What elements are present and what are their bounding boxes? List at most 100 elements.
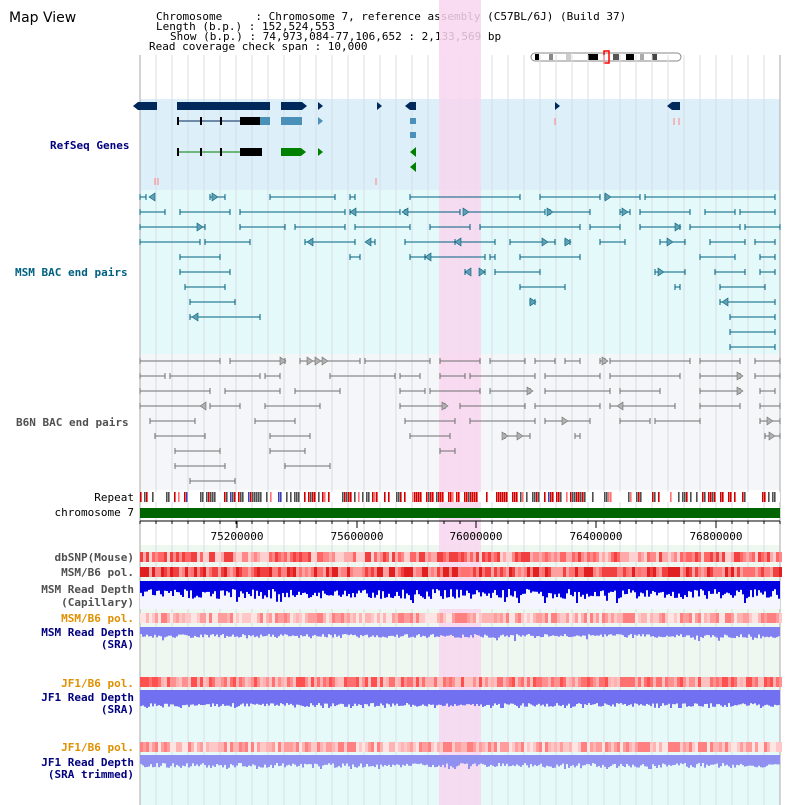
heat-cell bbox=[674, 552, 677, 562]
capillary-depth-bar bbox=[644, 581, 646, 597]
msm-sra-depth-bar bbox=[156, 627, 158, 638]
heat-cell bbox=[641, 677, 644, 687]
heat-cell bbox=[542, 677, 545, 687]
heat-cell bbox=[353, 552, 356, 562]
msm-sra-depth-bar bbox=[294, 627, 296, 637]
jf1-trimmed-depth-bar bbox=[766, 755, 768, 766]
repeat-element bbox=[144, 492, 146, 502]
heat-cell bbox=[497, 742, 500, 752]
heat-cell bbox=[755, 552, 758, 562]
heat-cell bbox=[629, 742, 632, 752]
view-title: Map View bbox=[9, 10, 77, 26]
jf1-trimmed-depth-bar bbox=[560, 755, 562, 766]
heat-cell bbox=[347, 677, 350, 687]
jf1-trimmed-depth-bar bbox=[358, 755, 360, 767]
jf1-sra-depth-bar bbox=[358, 690, 360, 705]
heat-cell bbox=[170, 677, 173, 687]
msm-sra-depth-bar bbox=[240, 627, 242, 637]
repeat-element bbox=[498, 492, 500, 502]
capillary-depth-bar bbox=[718, 581, 720, 592]
heat-cell bbox=[203, 567, 206, 577]
heat-cell bbox=[674, 613, 677, 623]
jf1-sra-depth-bar bbox=[198, 690, 200, 705]
jf1-trimmed-depth-bar bbox=[206, 755, 208, 768]
heat-cell bbox=[407, 552, 410, 562]
repeat-element bbox=[310, 492, 312, 502]
capillary-depth-bar bbox=[560, 581, 562, 598]
heat-cell bbox=[728, 567, 731, 577]
jf1-trimmed-depth-bar bbox=[588, 755, 590, 765]
heat-cell bbox=[650, 567, 653, 577]
heat-cell bbox=[635, 552, 638, 562]
heat-cell bbox=[776, 677, 779, 687]
heat-cell bbox=[689, 742, 692, 752]
msm-sra-depth-bar bbox=[154, 627, 156, 635]
jf1-trimmed-depth-bar bbox=[650, 755, 652, 769]
jf1-sra-depth-bar bbox=[260, 690, 262, 705]
heat-cell bbox=[563, 552, 566, 562]
jf1-sra-depth-bar bbox=[506, 690, 508, 705]
repeat-element bbox=[504, 492, 506, 502]
jf1-sra-depth-bar bbox=[738, 690, 740, 705]
jf1-trimmed-depth-bar bbox=[648, 755, 650, 769]
heat-cell bbox=[173, 613, 176, 623]
jf1-sra-depth-bar bbox=[438, 690, 440, 705]
repeat-element bbox=[260, 492, 262, 502]
jf1-sra-depth-bar bbox=[774, 690, 776, 705]
heat-cell bbox=[476, 552, 479, 562]
msm-sra-depth-bar bbox=[190, 627, 192, 638]
heat-cell bbox=[269, 677, 272, 687]
jf1-trimmed-depth-bar bbox=[386, 755, 388, 766]
msm-sra-depth-bar bbox=[510, 627, 512, 636]
capillary-depth-bar bbox=[632, 581, 634, 591]
jf1-trimmed-depth-bar bbox=[542, 755, 544, 767]
refseq-genes-track[interactable] bbox=[133, 102, 680, 185]
heat-cell bbox=[197, 613, 200, 623]
jf1-sra-depth-bar bbox=[608, 690, 610, 706]
jf1-trimmed-depth-bar bbox=[494, 755, 496, 767]
heat-cell bbox=[365, 742, 368, 752]
repeat-element bbox=[280, 492, 282, 502]
heat-cell bbox=[629, 613, 632, 623]
heat-cell bbox=[617, 567, 620, 577]
heat-cell bbox=[590, 613, 593, 623]
chromosome-ideogram[interactable] bbox=[530, 50, 682, 64]
heat-cell bbox=[326, 552, 329, 562]
capillary-depth-bar bbox=[358, 581, 360, 591]
heat-cell bbox=[185, 742, 188, 752]
msm-sra-depth-bar bbox=[410, 627, 412, 638]
capillary-depth-bar bbox=[628, 581, 630, 590]
heat-cell bbox=[680, 742, 683, 752]
track-label-msm-bac[interactable]: MSM BAC end pairs bbox=[15, 266, 128, 279]
heat-cell bbox=[611, 742, 614, 752]
repeat-track[interactable] bbox=[140, 492, 780, 502]
heat-cell bbox=[449, 677, 452, 687]
heat-cell bbox=[458, 742, 461, 752]
b6n-bac-end-pairs-track[interactable] bbox=[139, 356, 781, 484]
jf1-sra-depth-bar bbox=[408, 690, 410, 705]
heat-cell bbox=[434, 613, 437, 623]
heat-cell bbox=[641, 742, 644, 752]
msm-sra-depth-bar bbox=[326, 627, 328, 638]
track-label-b6n-bac[interactable]: B6N BAC end pairs bbox=[16, 416, 129, 429]
heat-cell bbox=[233, 567, 236, 577]
heat-cell bbox=[257, 613, 260, 623]
heat-cell bbox=[668, 552, 671, 562]
msm-bac-end-pairs-track[interactable] bbox=[139, 192, 781, 350]
repeat-element bbox=[240, 492, 242, 502]
capillary-depth-bar bbox=[380, 581, 382, 599]
repeat-element bbox=[242, 492, 244, 502]
capillary-depth-bar bbox=[144, 581, 146, 592]
heat-cell bbox=[320, 613, 323, 623]
capillary-depth-bar bbox=[740, 581, 742, 590]
track-label-refseq-genes[interactable]: RefSeq Genes bbox=[50, 139, 130, 152]
heat-cell bbox=[641, 552, 644, 562]
heat-cell bbox=[488, 742, 491, 752]
heat-cell bbox=[641, 613, 644, 623]
jf1-sra-depth-bar bbox=[618, 690, 620, 704]
heat-cell bbox=[239, 742, 242, 752]
msm-sra-depth-bar bbox=[724, 627, 726, 635]
heat-cell bbox=[746, 677, 749, 687]
heat-cell bbox=[224, 552, 227, 562]
